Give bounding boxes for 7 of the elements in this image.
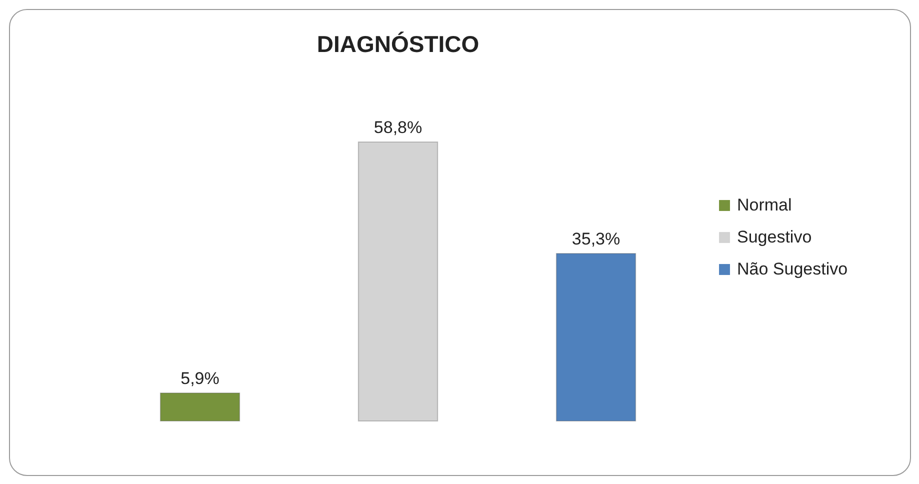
data-label: 58,8% [374,118,422,137]
legend-label: Sugestivo [737,228,812,246]
legend-label: Não Sugestivo [737,260,848,278]
data-label: 5,9% [180,369,220,388]
chart-title: DIAGNÓSTICO [316,31,480,57]
data-label: 35,3% [572,230,620,249]
legend-label: Normal [737,196,792,214]
